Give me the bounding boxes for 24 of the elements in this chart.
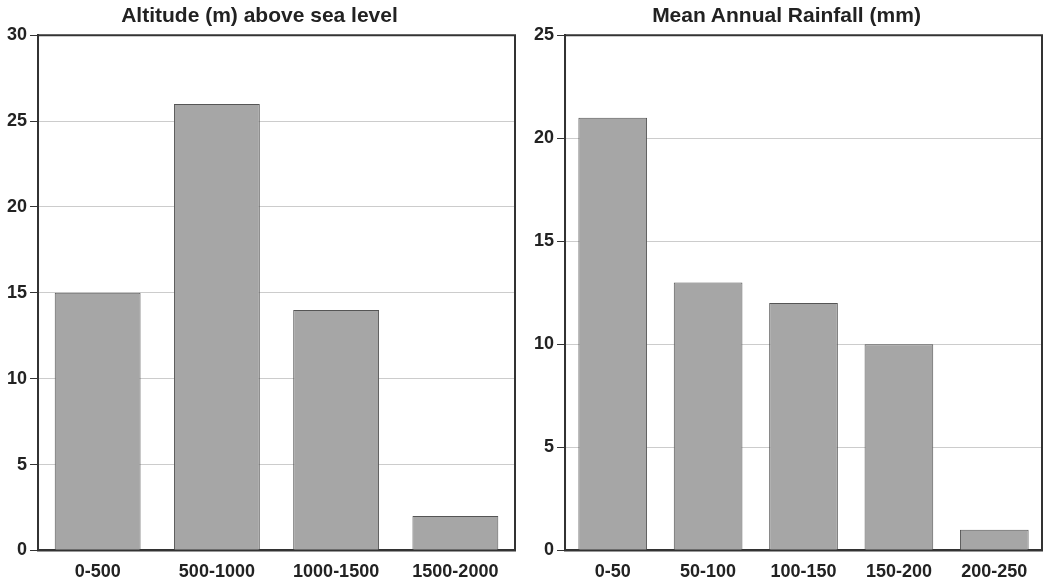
y-tick-label: 10 [533, 333, 555, 354]
y-tick-label: 0 [17, 539, 28, 560]
x-tick-label: 50-100 [680, 561, 737, 582]
y-tick-label: 5 [17, 453, 28, 474]
x-tick-label: 500-1000 [178, 561, 255, 582]
x-tick-label: 200-250 [961, 561, 1028, 582]
y-tick-label: 15 [533, 230, 555, 251]
y-tick-label: 20 [6, 195, 28, 216]
x-tick-label: 150-200 [865, 561, 932, 582]
x-tick-label: 1000-1500 [293, 561, 380, 582]
y-tick-label: 0 [544, 539, 555, 560]
y-tick-label: 25 [6, 110, 28, 131]
y-tick-label: 15 [6, 281, 28, 302]
x-tick-label: 1500-2000 [412, 561, 499, 582]
chart-title: Mean Annual Rainfall (mm) [652, 3, 921, 27]
y-tick-label: 20 [533, 127, 555, 148]
chart-title: Altitude (m) above sea level [121, 3, 398, 27]
x-tick-label: 100-150 [770, 561, 837, 582]
x-tick-label: 0-50 [594, 561, 631, 582]
x-tick-label: 0-500 [74, 561, 121, 582]
y-tick-label: 25 [533, 24, 555, 45]
y-tick-label: 5 [544, 436, 555, 457]
y-tick-label: 10 [6, 367, 28, 388]
y-tick-label: 30 [6, 24, 28, 45]
